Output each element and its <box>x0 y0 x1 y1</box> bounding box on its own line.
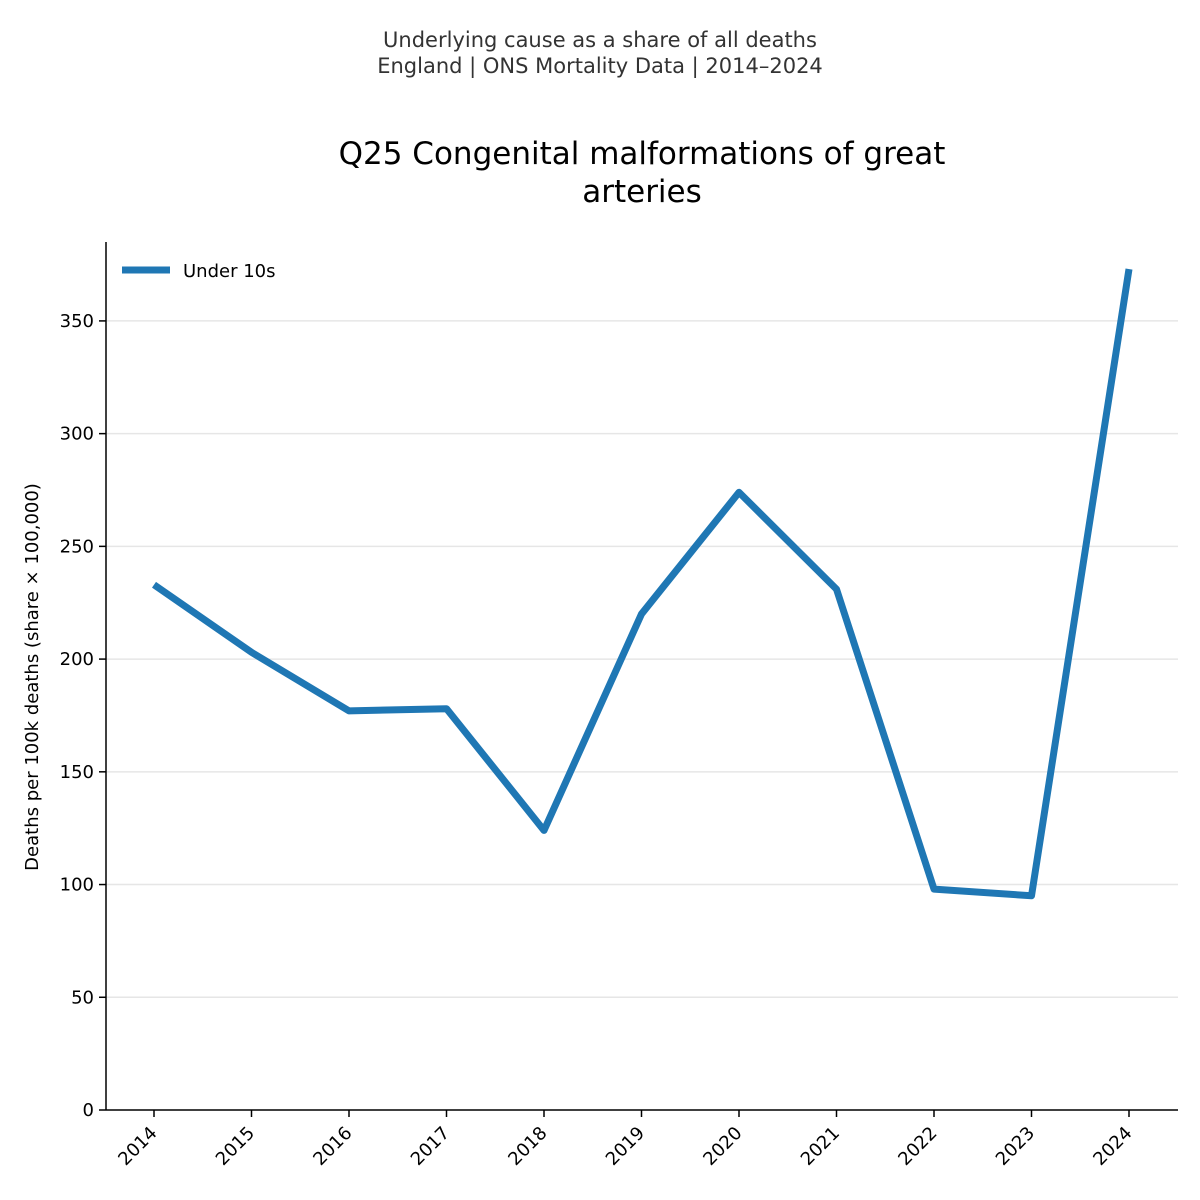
series-lines <box>152 268 1133 900</box>
y-tick-label-100: 100 <box>60 875 94 896</box>
y-tick-label-250: 250 <box>60 536 94 557</box>
x-tick-label-2024: 2024 <box>1089 1123 1136 1170</box>
x-axis-ticks: 2014 2015 2016 2017 2018 2019 2020 2021 2022 2023… <box>114 1110 1137 1170</box>
legend-label-under-10s: Under 10s <box>183 261 276 282</box>
x-tick-label-2021: 2021 <box>797 1123 844 1170</box>
y-tick-label-200: 200 <box>60 649 94 670</box>
chart-suptitle-line1: Underlying cause as a share of all death… <box>383 28 817 52</box>
axes <box>105 242 1178 1111</box>
x-tick-label-2022: 2022 <box>894 1123 941 1170</box>
y-tick-label-50: 50 <box>71 987 94 1008</box>
y-axis-ticks: 0 50 100 150 200 250 300 350 <box>60 311 106 1121</box>
x-tick-label-2023: 2023 <box>992 1123 1039 1170</box>
x-tick-label-2014: 2014 <box>114 1123 161 1170</box>
x-tick-label-2015: 2015 <box>212 1123 259 1170</box>
y-tick-label-0: 0 <box>83 1100 94 1121</box>
x-tick-label-2019: 2019 <box>602 1123 649 1170</box>
chart-title-line1: Q25 Congenital malformations of great <box>339 136 946 172</box>
chart-suptitle-line2: England | ONS Mortality Data | 2014–2024 <box>377 54 823 79</box>
y-tick-label-300: 300 <box>60 424 94 445</box>
x-tick-label-2020: 2020 <box>699 1123 746 1170</box>
gridlines <box>106 320 1178 999</box>
x-tick-label-2017: 2017 <box>407 1123 454 1170</box>
y-axis-label: Deaths per 100k deaths (share × 100,000) <box>22 483 43 871</box>
chart-title-line2: arteries <box>582 174 702 210</box>
x-tick-label-2016: 2016 <box>309 1123 356 1170</box>
y-tick-label-150: 150 <box>60 762 94 783</box>
series-line-under-10s <box>152 268 1133 900</box>
x-tick-label-2018: 2018 <box>504 1123 551 1170</box>
legend: Under 10s <box>122 261 276 282</box>
y-tick-label-350: 350 <box>60 311 94 332</box>
